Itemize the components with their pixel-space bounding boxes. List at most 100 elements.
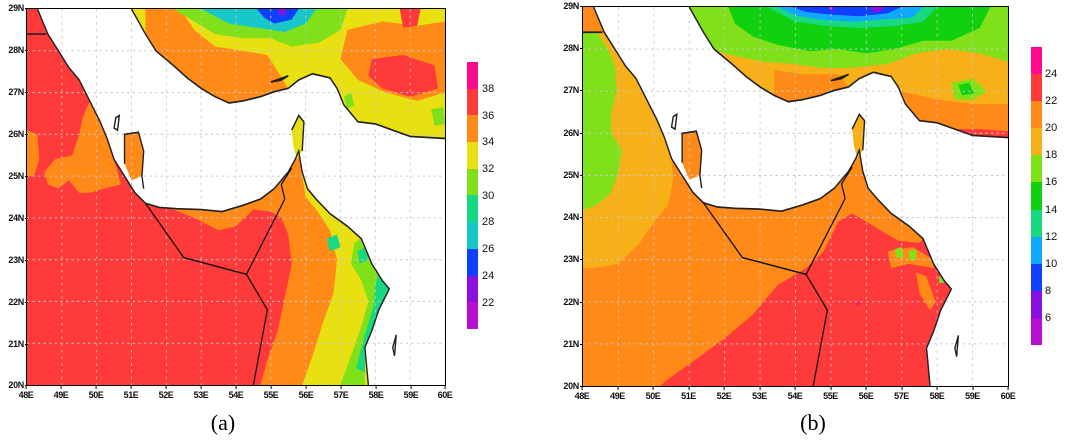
gridlines-a	[27, 9, 445, 385]
zone-30-32-a	[340, 238, 390, 385]
musandam-b	[852, 114, 865, 159]
x-tick: 49E	[53, 386, 69, 400]
y-tick: 23N	[0, 255, 28, 265]
x-tick: 49E	[610, 387, 625, 401]
zone-16-18-b	[583, 32, 622, 210]
borders-a	[144, 167, 293, 385]
coastline-b	[583, 7, 1008, 386]
map-b	[582, 6, 1009, 387]
x-tick: 56E	[858, 387, 874, 401]
musandam-a	[291, 115, 304, 160]
x-tick: 53E	[193, 386, 209, 400]
caption-b: (b)	[800, 410, 826, 435]
zone-oman-orange-b	[887, 247, 936, 311]
x-tick: 59E	[965, 387, 980, 401]
colorbar-label: 32	[482, 163, 495, 175]
iran-blue-a	[256, 9, 299, 24]
iran-red-b	[399, 9, 421, 28]
colorbar-label: 18	[1045, 149, 1058, 161]
y-tick: 28N	[555, 43, 583, 53]
y-tick: 22N	[555, 297, 583, 307]
x-tick: 59E	[403, 386, 419, 400]
colorbar-label: 26	[482, 243, 495, 255]
y-tick: 20N	[555, 381, 583, 391]
x-tick: 54E	[787, 387, 803, 401]
y-tick: 29N	[555, 1, 583, 11]
colorbar-label: 20	[1045, 122, 1058, 134]
zone-34-36-a	[44, 100, 122, 193]
x-tick: 56E	[298, 386, 314, 400]
y-tick: 26N	[555, 128, 583, 138]
zone-green-spots-b	[894, 247, 945, 283]
x-tick: 55E	[263, 386, 279, 400]
x-tick: 53E	[752, 387, 767, 401]
colorbar-label: 16	[1045, 176, 1058, 188]
iran-red-a	[368, 54, 439, 97]
y-tick: 27N	[555, 85, 583, 95]
zone-34-36-a2	[27, 130, 40, 177]
x-tick: 50E	[88, 386, 104, 400]
coastline-a	[27, 9, 445, 385]
colorbar-label: 34	[482, 136, 495, 148]
map-a	[26, 8, 446, 386]
y-tick: 25N	[0, 171, 28, 181]
y-tick: 20N	[0, 380, 28, 390]
x-tick: 50E	[645, 387, 661, 401]
colorbar-label: 22	[1045, 95, 1058, 107]
oman-pink-dot-b	[856, 301, 860, 306]
iran-purple-b	[827, 7, 885, 13]
y-tick: 24N	[555, 212, 583, 222]
y-tick: 21N	[0, 339, 28, 349]
x-tick: 48E	[18, 386, 34, 400]
y-tick: 27N	[0, 87, 28, 97]
colorbar-label: 24	[1045, 68, 1058, 80]
iran-orange-a	[145, 9, 289, 103]
colorbar-b	[1031, 47, 1042, 345]
heatmap-b	[583, 7, 1008, 386]
iran-darkgreen-b	[728, 7, 991, 96]
colorbar-label: 28	[482, 216, 495, 228]
x-tick: 52E	[716, 387, 732, 401]
colorbar-label: 24	[482, 270, 495, 282]
colorbar-label: 6	[1045, 312, 1052, 324]
x-tick: 52E	[158, 386, 174, 400]
y-tick: 21N	[555, 339, 583, 349]
x-tick: 60E	[437, 386, 453, 400]
iran-green-spot-a	[343, 92, 445, 126]
zone-green-blobs-a	[326, 234, 369, 264]
borders-b	[702, 166, 853, 386]
colorbar-label: 10	[1045, 258, 1058, 270]
colorbar-a	[467, 62, 478, 329]
x-tick: 51E	[681, 387, 696, 401]
zone-qatar-a	[124, 132, 144, 181]
x-tick: 58E	[929, 387, 945, 401]
x-tick: 57E	[333, 386, 349, 400]
qatar-b	[682, 131, 702, 180]
iran-purple-a	[277, 9, 287, 16]
colorbar-label: 22	[482, 297, 495, 309]
x-tick: 54E	[228, 386, 244, 400]
colorbar-label: 14	[1045, 204, 1058, 216]
heatmap-a	[27, 9, 445, 385]
colorbar-label: 30	[482, 190, 495, 202]
y-tick: 25N	[555, 170, 583, 180]
x-tick: 51E	[123, 386, 139, 400]
colorbar-label: 38	[482, 83, 495, 95]
x-tick: 58E	[368, 386, 384, 400]
y-tick: 26N	[0, 129, 28, 139]
colorbar-label: 36	[482, 110, 495, 122]
y-tick: 29N	[0, 3, 28, 13]
x-tick: 60E	[1000, 387, 1016, 401]
colorbar-label: 12	[1045, 231, 1058, 243]
zone-20-22-b	[583, 7, 923, 386]
x-tick: 57E	[894, 387, 909, 401]
y-tick: 28N	[0, 45, 28, 55]
y-tick: 22N	[0, 297, 28, 307]
y-tick: 23N	[555, 254, 583, 264]
gridlines-b	[583, 7, 1008, 386]
iran-orange-b	[774, 70, 1008, 138]
x-tick: 48E	[574, 387, 590, 401]
x-tick: 55E	[823, 387, 838, 401]
caption-a: (a)	[210, 410, 236, 435]
y-tick: 24N	[0, 213, 28, 223]
